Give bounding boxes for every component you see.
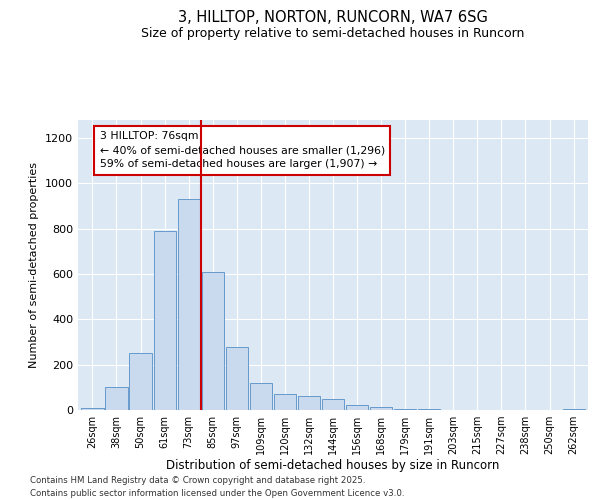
Bar — [370, 408, 392, 410]
Bar — [250, 383, 272, 410]
Bar — [82, 408, 104, 410]
Bar — [346, 406, 368, 410]
Bar — [154, 231, 176, 410]
Y-axis label: Number of semi-detached properties: Number of semi-detached properties — [29, 162, 40, 368]
Bar — [202, 272, 224, 410]
Bar — [298, 396, 320, 410]
Bar — [130, 354, 152, 410]
Bar — [322, 398, 344, 410]
Bar — [106, 388, 128, 410]
Bar — [274, 394, 296, 410]
Text: 3 HILLTOP: 76sqm
← 40% of semi-detached houses are smaller (1,296)
59% of semi-d: 3 HILLTOP: 76sqm ← 40% of semi-detached … — [100, 132, 385, 170]
Bar — [226, 346, 248, 410]
Text: 3, HILLTOP, NORTON, RUNCORN, WA7 6SG: 3, HILLTOP, NORTON, RUNCORN, WA7 6SG — [178, 10, 488, 25]
Text: Distribution of semi-detached houses by size in Runcorn: Distribution of semi-detached houses by … — [166, 460, 500, 472]
Text: Contains HM Land Registry data © Crown copyright and database right 2025.
Contai: Contains HM Land Registry data © Crown c… — [30, 476, 404, 498]
Text: Size of property relative to semi-detached houses in Runcorn: Size of property relative to semi-detach… — [142, 28, 524, 40]
Bar — [178, 200, 200, 410]
Bar — [394, 409, 416, 410]
